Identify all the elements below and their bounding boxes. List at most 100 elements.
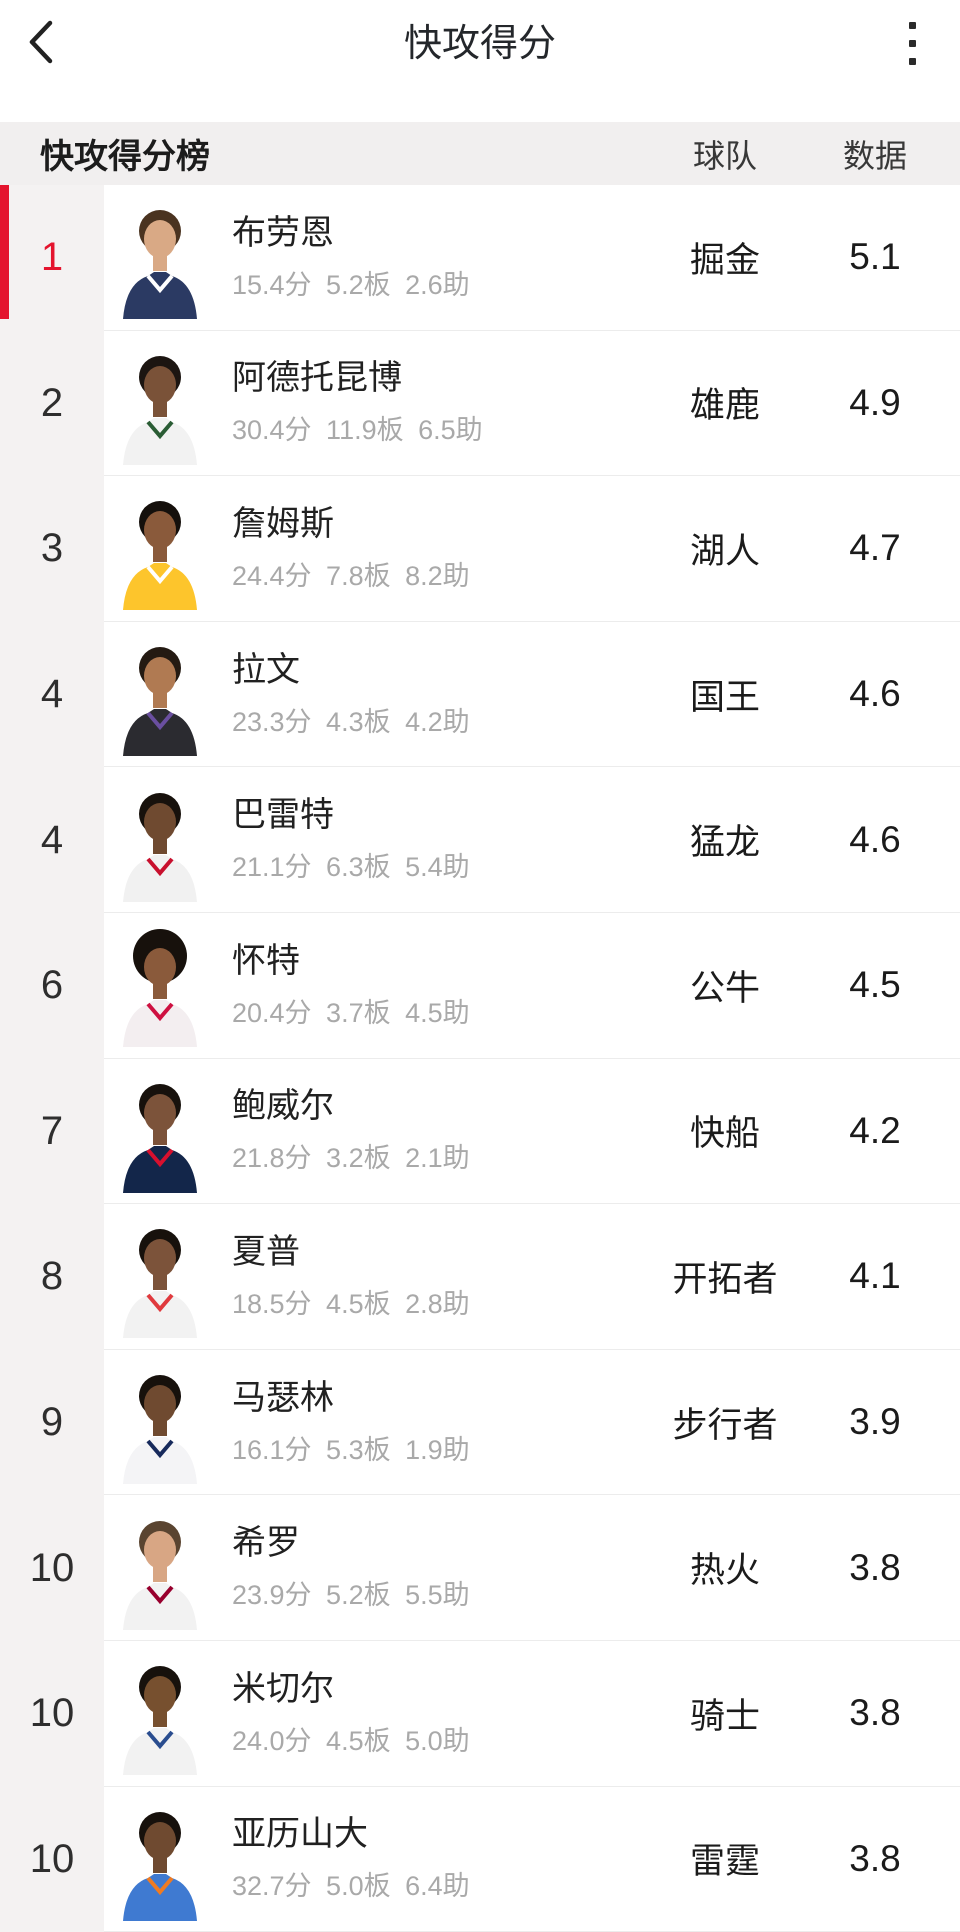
stat-value: 4.2 — [849, 1109, 901, 1151]
player-info: 希罗 23.9分 5.2板 5.5助 — [232, 1526, 650, 1609]
stat-value: 4.9 — [849, 381, 901, 423]
player-info: 马瑟林 16.1分 5.3板 1.9助 — [232, 1381, 650, 1464]
rank-badge: 9 — [40, 1400, 64, 1445]
ranking-row[interactable]: 10 希罗 23.9分 5.2板 5.5助 热火 3.8 — [0, 1495, 960, 1641]
team-name: 公牛 — [689, 968, 760, 1008]
row-main: 阿德托昆博 30.4分 11.9板 6.5助 雄鹿 4.9 — [104, 330, 960, 477]
player-stats: 32.7分 5.0板 6.4助 — [232, 1871, 470, 1902]
row-main: 布劳恩 15.4分 5.2板 2.6助 掘金 5.1 — [104, 185, 960, 331]
player-name: 拉文 — [232, 650, 300, 689]
player-name: 詹姆斯 — [232, 504, 334, 543]
player-name: 马瑟林 — [232, 1378, 334, 1417]
player-stats: 15.4分 5.2板 2.6助 — [232, 269, 470, 300]
ranking-row[interactable]: 2 阿德托昆博 30.4分 11.9板 6.5助 雄鹿 4.9 — [0, 330, 960, 477]
rank-badge: 1 — [40, 235, 64, 280]
player-stats: 23.9分 5.2板 5.5助 — [232, 1580, 470, 1611]
ranking-row[interactable]: 8 夏普 18.5分 4.5板 2.8助 开拓者 4.1 — [0, 1204, 960, 1350]
row-main: 亚历山大 32.7分 5.0板 6.4助 雷霆 3.8 — [104, 1786, 960, 1932]
player-avatar — [104, 1069, 216, 1193]
player-avatar — [104, 1360, 216, 1485]
rank-cell: 4 — [0, 621, 104, 768]
ranking-list: 1 布劳恩 15.4分 5.2板 2.6助 掘金 5.1 2 — [0, 185, 960, 1932]
player-info: 米切尔 24.0分 4.5板 5.0助 — [232, 1672, 650, 1755]
player-info: 拉文 23.3分 4.3板 4.2助 — [232, 653, 650, 736]
column-header-team: 球队 — [692, 137, 757, 174]
row-main: 怀特 20.4分 3.7板 4.5助 公牛 4.5 — [104, 912, 960, 1059]
rank-cell: 10 — [0, 1786, 104, 1932]
team-name: 猛龙 — [689, 823, 760, 863]
rank-badge: 7 — [40, 1108, 64, 1153]
ranking-row[interactable]: 4 巴雷特 21.1分 6.3板 5.4助 猛龙 4.6 — [0, 767, 960, 913]
rank-cell: 10 — [0, 1495, 104, 1641]
ranking-row[interactable]: 10 米切尔 24.0分 4.5板 5.0助 骑士 3.8 — [0, 1640, 960, 1787]
player-name: 怀特 — [232, 941, 300, 980]
list-title: 快攻得分榜 — [40, 138, 210, 176]
row-main: 米切尔 24.0分 4.5板 5.0助 骑士 3.8 — [104, 1640, 960, 1787]
player-avatar — [104, 195, 216, 320]
player-avatar — [104, 1214, 216, 1339]
ranking-row[interactable]: 4 拉文 23.3分 4.3板 4.2助 国王 4.6 — [0, 621, 960, 768]
player-name: 布劳恩 — [232, 213, 334, 252]
player-stats: 24.4分 7.8板 8.2助 — [232, 560, 470, 591]
team-name: 国王 — [689, 677, 760, 717]
team-name: 湖人 — [689, 531, 760, 571]
player-name: 巴雷特 — [232, 796, 334, 835]
rank-cell: 4 — [0, 767, 104, 913]
column-header-value: 数据 — [842, 137, 907, 174]
player-name: 阿德托昆博 — [232, 359, 402, 398]
stat-value: 3.8 — [849, 1692, 901, 1734]
rank-badge: 3 — [40, 526, 64, 571]
player-stats: 18.5分 4.5板 2.8助 — [232, 1288, 470, 1319]
chevron-left-icon — [26, 18, 56, 69]
player-avatar — [104, 1506, 216, 1630]
team-name: 开拓者 — [672, 1259, 778, 1299]
back-button[interactable] — [26, 15, 72, 71]
team-name: 热火 — [689, 1551, 760, 1591]
team-name: 步行者 — [672, 1405, 778, 1445]
table-header: 快攻得分榜 球队 数据 — [0, 122, 960, 185]
player-stats: 20.4分 3.7板 4.5助 — [232, 997, 470, 1028]
rank-cell: 8 — [0, 1204, 104, 1350]
ranking-row[interactable]: 3 詹姆斯 24.4分 7.8板 8.2助 湖人 4.7 — [0, 476, 960, 622]
player-stats: 16.1分 5.3板 1.9助 — [232, 1434, 470, 1465]
ranking-row[interactable]: 9 马瑟林 16.1分 5.3板 1.9助 步行者 3.9 — [0, 1349, 960, 1496]
player-info: 詹姆斯 24.4分 7.8板 8.2助 — [232, 507, 650, 590]
player-avatar — [104, 632, 216, 757]
player-name: 米切尔 — [232, 1669, 334, 1708]
player-info: 布劳恩 15.4分 5.2板 2.6助 — [232, 216, 650, 299]
rank-badge: 10 — [29, 1836, 75, 1881]
ranking-row[interactable]: 1 布劳恩 15.4分 5.2板 2.6助 掘金 5.1 — [0, 185, 960, 331]
player-stats: 21.1分 6.3板 5.4助 — [232, 852, 470, 883]
player-stats: 21.8分 3.2板 2.1助 — [232, 1143, 470, 1174]
row-main: 拉文 23.3分 4.3板 4.2助 国王 4.6 — [104, 621, 960, 768]
rank-cell: 3 — [0, 476, 104, 622]
rank-cell: 1 — [0, 185, 104, 331]
player-avatar — [104, 486, 216, 611]
row-main: 希罗 23.9分 5.2板 5.5助 热火 3.8 — [104, 1495, 960, 1641]
rank-cell: 10 — [0, 1640, 104, 1787]
player-info: 阿德托昆博 30.4分 11.9板 6.5助 — [232, 361, 650, 444]
more-menu-button[interactable] — [890, 15, 934, 71]
player-info: 巴雷特 21.1分 6.3板 5.4助 — [232, 798, 650, 881]
stat-value: 3.8 — [849, 1546, 901, 1588]
player-stats: 24.0分 4.5板 5.0助 — [232, 1725, 470, 1756]
player-avatar — [104, 341, 216, 465]
row-main: 夏普 18.5分 4.5板 2.8助 开拓者 4.1 — [104, 1204, 960, 1350]
rank-badge: 10 — [29, 1691, 75, 1736]
ranking-row[interactable]: 7 鲍威尔 21.8分 3.2板 2.1助 快船 4.2 — [0, 1058, 960, 1205]
team-name: 掘金 — [689, 240, 760, 280]
player-avatar — [104, 923, 216, 1048]
row-main: 鲍威尔 21.8分 3.2板 2.1助 快船 4.2 — [104, 1058, 960, 1205]
rank-badge: 4 — [40, 672, 64, 717]
stat-value: 5.1 — [849, 236, 901, 278]
stat-value: 4.5 — [849, 964, 901, 1006]
team-name: 骑士 — [689, 1696, 760, 1736]
rank-cell: 2 — [0, 330, 104, 477]
ranking-row[interactable]: 6 怀特 20.4分 3.7板 4.5助 公牛 4.5 — [0, 912, 960, 1059]
ranking-row[interactable]: 10 亚历山大 32.7分 5.0板 6.4助 雷霆 3.8 — [0, 1786, 960, 1932]
player-name: 希罗 — [232, 1524, 300, 1563]
rank-badge: 8 — [40, 1254, 64, 1299]
rank-cell: 9 — [0, 1349, 104, 1496]
player-name: 鲍威尔 — [232, 1087, 334, 1126]
player-info: 夏普 18.5分 4.5板 2.8助 — [232, 1235, 650, 1318]
